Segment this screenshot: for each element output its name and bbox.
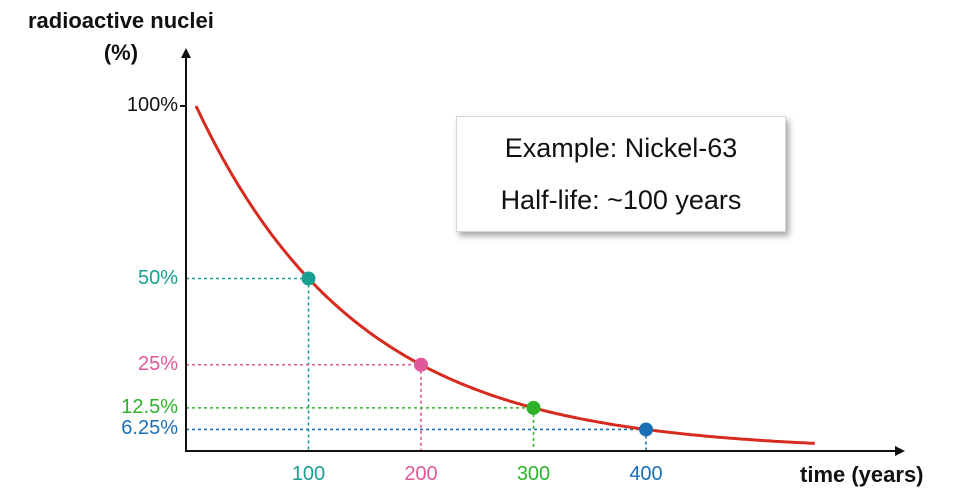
data-point-200 <box>414 357 428 372</box>
decay-curve <box>194 105 815 445</box>
x-tick-label-300: 300 <box>516 463 551 485</box>
y-tick-label-25: 25% <box>137 352 178 375</box>
y-tick-label-50: 50% <box>137 266 178 289</box>
data-point-300 <box>526 400 541 415</box>
y-axis-title: radioactive nuclei (%) <box>28 8 214 66</box>
example-isotope-text: Example: Nickel-63 <box>504 133 738 163</box>
y-tick-label-12-5: 12.5% <box>121 395 178 418</box>
x-tick-label-100: 100 <box>291 463 326 485</box>
x-tick-label-200: 200 <box>404 463 438 485</box>
example-annotation-box: Example: Nickel-63 Half-life: ~100 years <box>456 116 786 232</box>
y-tick-label-6-25: 6.25% <box>121 417 178 440</box>
y-axis-title-line2: (%) <box>103 40 139 65</box>
x-tick-label-400: 400 <box>629 463 663 485</box>
half-life-text: Half-life: ~100 years <box>500 185 742 215</box>
x-axis-title: time (years) <box>800 462 924 487</box>
y-axis-title-line1: radioactive nuclei <box>28 8 214 33</box>
data-point-100 <box>301 271 316 286</box>
data-point-400 <box>639 422 653 437</box>
y-tick-label-100: 100% <box>126 94 178 116</box>
